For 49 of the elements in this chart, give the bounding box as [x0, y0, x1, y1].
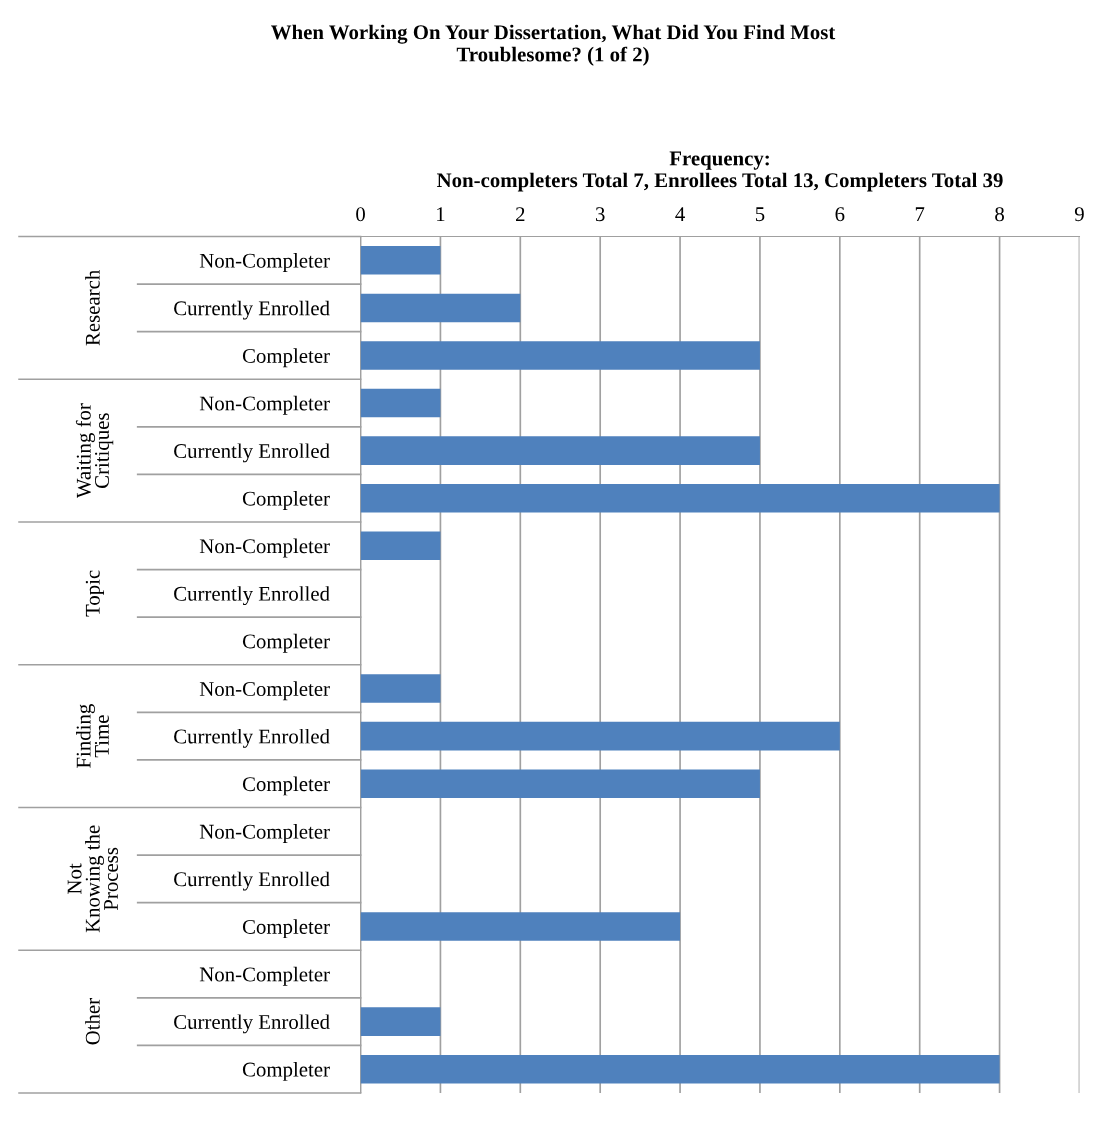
bar	[360, 436, 760, 465]
bar	[360, 1054, 1000, 1084]
x-tick-label: 4	[675, 207, 685, 221]
y-tick-label: Non-Completer	[199, 253, 330, 272]
bar	[360, 721, 840, 751]
text: Other	[85, 998, 100, 1045]
y-tick-label: Completer	[242, 776, 330, 796]
x-tick-label: 1	[437, 207, 445, 221]
x-tick-label: 9	[1074, 207, 1084, 222]
y-tick-label: Completer	[242, 633, 330, 653]
bar	[360, 674, 441, 703]
bar	[360, 1007, 441, 1036]
x-axis-title: Frequency: Non-completers Total 7, Enrollees Total 13, Completers Total 39	[436, 151, 1003, 192]
y-tick-label: Non-Completer	[199, 966, 330, 986]
y-tick-label: Currently Enrolled	[174, 443, 330, 463]
y-tick-label: Non-Completer	[199, 824, 330, 843]
y-tick-label: Completer	[242, 348, 330, 368]
chart-title: When Working On Your Dissertation, What Did You Find Most Troublesome? (1 of 2)	[271, 24, 836, 66]
text: Research	[85, 270, 100, 346]
text: Topic	[85, 570, 105, 617]
x-tick-label: 8	[995, 207, 1004, 222]
x-tick-label: 6	[835, 207, 845, 222]
y-tick-label: Currently Enrolled	[174, 728, 330, 748]
y-tick-label: Currently Enrolled	[174, 586, 330, 606]
bar	[360, 483, 1000, 513]
y-tick-label: Non-Completer	[199, 395, 330, 415]
x-tick-label: 2	[516, 207, 525, 221]
y-tick-label: Completer	[242, 919, 330, 939]
y-tick-label: Completer	[242, 1061, 330, 1081]
bar	[360, 341, 760, 370]
x-tick-label: 7	[915, 207, 925, 221]
bar	[360, 388, 441, 418]
y-tick-label: Non-Completer	[199, 681, 330, 701]
y-tick-label: Completer	[242, 490, 330, 510]
bar	[360, 293, 521, 323]
y-tick-label: Non-Completer	[199, 538, 330, 558]
text: Waiting for Critiques	[75, 403, 114, 499]
bar	[360, 769, 760, 798]
bar	[360, 531, 441, 561]
text: Not Knowing the Process	[67, 825, 118, 933]
y-tick-label: Currently Enrolled	[174, 1014, 330, 1034]
text: Finding Time	[76, 704, 109, 768]
y-tick-label: Currently Enrolled	[174, 871, 330, 891]
x-tick-label: 3	[595, 207, 605, 222]
y-tick-label: Currently Enrolled	[174, 300, 330, 320]
x-tick-label: 0	[356, 207, 365, 222]
x-tick-label: 5	[755, 207, 765, 222]
bar	[360, 246, 441, 275]
bar	[360, 912, 681, 941]
